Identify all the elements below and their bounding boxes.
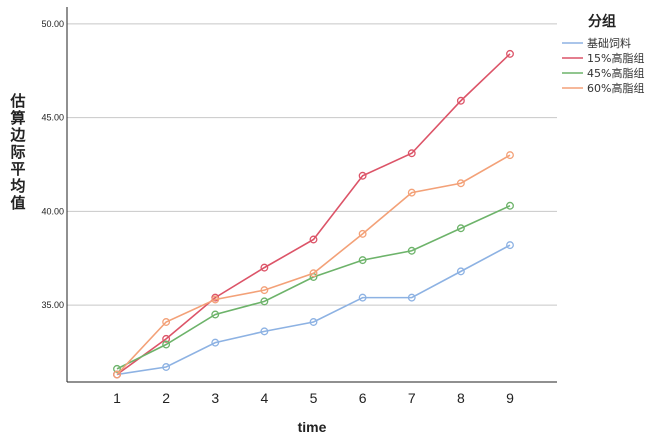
gridlines: [67, 23, 557, 306]
legend-title: 分组: [588, 13, 616, 30]
data-point: [260, 263, 269, 272]
y-axis-label: 估算边际平均值: [9, 92, 26, 212]
y-tick-label: 35.00: [41, 300, 64, 310]
series-group: [113, 201, 514, 373]
y-axis-label-char: 算: [10, 109, 25, 127]
data-point: [162, 334, 171, 343]
x-tick-label: 1: [113, 390, 121, 406]
data-point: [358, 171, 367, 180]
x-tick-label: 6: [359, 390, 367, 406]
x-tick-label: 7: [408, 390, 416, 406]
data-point: [211, 338, 220, 347]
data-point: [358, 293, 367, 302]
data-point: [506, 241, 514, 250]
y-axis-label-char: 际: [10, 143, 25, 161]
x-tick-label: 9: [506, 390, 514, 406]
data-point: [456, 224, 465, 233]
data-point: [506, 49, 514, 58]
y-axis-label-char: 值: [10, 194, 25, 212]
legend-item: 45%高脂组: [562, 66, 644, 80]
series-line: [116, 53, 511, 376]
legend-item: 基础饲料: [562, 36, 631, 50]
data-point: [162, 363, 171, 371]
data-point: [309, 269, 318, 278]
data-point: [309, 318, 318, 326]
y-tick-label: 45.00: [41, 113, 64, 123]
data-point: [456, 179, 465, 188]
data-point: [506, 151, 514, 160]
data-point: [260, 286, 269, 295]
y-axis-label-char: 估: [9, 92, 25, 110]
y-tick-label: 40.00: [41, 206, 64, 216]
data-point: [407, 188, 416, 197]
data-point: [456, 96, 465, 105]
y-axis-label-char: 平: [10, 160, 25, 178]
legend-item: 15%高脂组: [562, 51, 644, 65]
data-point: [358, 256, 367, 265]
x-axis-label: time: [298, 419, 327, 435]
x-tick-label: 3: [211, 390, 219, 406]
data-point: [211, 295, 220, 304]
series-line: [116, 244, 511, 376]
legend-item: 60%高脂组: [562, 81, 644, 95]
data-point: [162, 340, 171, 349]
x-tick-label: 5: [310, 390, 318, 406]
legend-label: 基础饲料: [587, 36, 631, 50]
data-point: [407, 246, 416, 255]
x-tick-labels: 1 2 3 4 5 6 7 8 9: [113, 390, 514, 406]
series-line: [116, 205, 511, 370]
series-lines: [113, 49, 514, 379]
x-tick-label: 4: [260, 390, 268, 406]
data-point: [260, 297, 269, 306]
series-group: [113, 241, 514, 379]
data-point: [260, 327, 269, 336]
legend-label: 60%高脂组: [587, 81, 644, 95]
data-point: [162, 318, 171, 326]
data-point: [113, 370, 121, 379]
legend-label: 45%高脂组: [587, 66, 644, 80]
y-tick-labels: 35.00 40.00 45.00 50.00: [41, 19, 64, 310]
data-point: [456, 267, 465, 276]
y-tick-label: 50.00: [41, 19, 64, 29]
data-point: [407, 293, 416, 302]
series-group: [113, 49, 514, 379]
data-point: [506, 201, 514, 210]
data-point: [358, 229, 367, 238]
x-tick-label: 2: [162, 390, 170, 406]
series-group: [113, 151, 514, 379]
data-point: [309, 235, 318, 244]
y-axis-label-char: 均: [10, 177, 25, 195]
y-axis-label-char: 边: [9, 126, 26, 144]
series-line: [116, 154, 511, 376]
x-tick-label: 8: [457, 390, 465, 406]
data-point: [113, 364, 121, 373]
legend-label: 15%高脂组: [587, 51, 644, 65]
data-point: [407, 149, 416, 158]
data-point: [211, 310, 220, 319]
